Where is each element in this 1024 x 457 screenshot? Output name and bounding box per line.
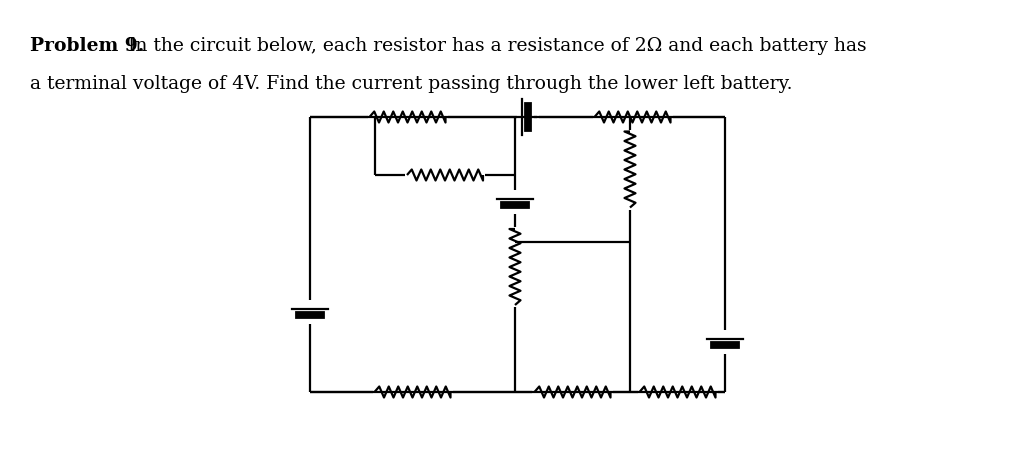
Text: In the circuit below, each resistor has a resistance of 2Ω and each battery has: In the circuit below, each resistor has … — [122, 37, 866, 55]
Text: Problem 9.: Problem 9. — [30, 37, 144, 55]
Text: a terminal voltage of 4V. Find the current passing through the lower left batter: a terminal voltage of 4V. Find the curre… — [30, 75, 793, 93]
